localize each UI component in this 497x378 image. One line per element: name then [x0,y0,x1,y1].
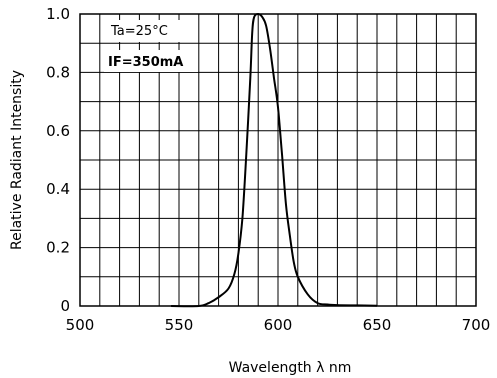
y-tick-label: 0.6 [46,122,70,140]
annotation-background [104,50,198,72]
y-tick-label: 0.4 [46,180,70,198]
x-axis-title: Wavelength λ nm [229,360,352,376]
plot-frame [79,13,477,307]
y-tick-label: 0.2 [46,239,70,257]
x-tick-labels: 500 550 600 650 700 [66,316,491,334]
y-tick-label: 0.8 [46,63,70,81]
grid-lines [80,14,476,306]
x-tick-label: 650 [363,316,392,334]
annotation-background [104,20,196,42]
x-tick-label: 700 [462,316,491,334]
temperature-annotation: Ta=25°C [110,24,168,39]
y-axis-title: Relative Radiant Intensity [9,70,25,250]
spectrum-curve [171,12,378,308]
x-tick-label: 550 [165,316,194,334]
x-tick-label: 600 [264,316,293,334]
y-tick-labels: 0 0.2 0.4 0.6 0.8 1.0 [46,5,70,315]
current-annotation: IF=350mA [108,55,183,70]
y-tick-label: 1.0 [46,5,70,23]
x-tick-label: 500 [66,316,95,334]
y-tick-label: 0 [60,297,70,315]
